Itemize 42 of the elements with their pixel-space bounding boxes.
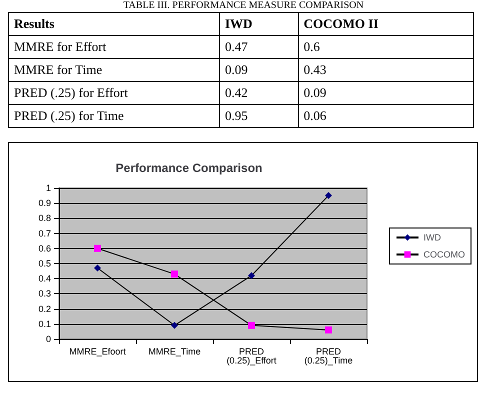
point — [248, 272, 255, 280]
y-tick-label: 0.6 — [38, 243, 51, 254]
y-tick-label: 0.5 — [38, 258, 51, 268]
text: COCOMO II — [298, 12, 474, 36]
y-tick-label: 0.1 — [38, 318, 51, 329]
category-label: MMRE for Time — [8, 58, 220, 82]
text: TABLE III. PERFORMANCE MEASURE COMPARISON — [122, 0, 365, 12]
point — [325, 326, 332, 334]
x-tick-label: MMRE_Time — [148, 346, 201, 356]
chart-title: Performance Comparison — [116, 161, 262, 175]
data-label: 0.47 — [220, 36, 298, 58]
point — [94, 244, 101, 252]
y-tick-label: 0.8 — [38, 213, 51, 224]
y-tick-label: 0.9 — [38, 198, 51, 208]
y-tick-label: 1 — [46, 183, 51, 193]
y-tick-label: 0.7 — [38, 228, 51, 238]
data-label: 0.6 — [298, 36, 474, 58]
text: IWD — [220, 12, 298, 36]
y-tick-label: 0.2 — [38, 304, 51, 314]
category-label: MMRE for Effort — [8, 36, 220, 58]
category-label: PRED (.25) for Time — [8, 104, 220, 128]
data-label: 0.43 — [298, 58, 474, 82]
data-label: 0.95 — [220, 104, 298, 128]
point — [94, 264, 101, 272]
data-label: 0.09 — [298, 82, 474, 104]
data-label: 0.42 — [220, 82, 298, 104]
y-tick-label: 0 — [46, 334, 51, 344]
point — [171, 270, 178, 278]
legend-label: IWD — [424, 232, 442, 242]
legend-label: COCOMO — [424, 250, 465, 260]
y-tick-label: 0.4 — [38, 274, 51, 284]
x-tick-label: MMRE_Efoort — [69, 346, 126, 356]
point — [171, 322, 178, 329]
data-label: 0.06 — [298, 104, 474, 128]
data-label: 0.09 — [220, 58, 298, 82]
x-tick-label: PRED (0.25)_Effort — [226, 346, 277, 366]
category-label: PRED (.25) for Effort — [8, 82, 220, 104]
y-tick-label: 0.3 — [38, 288, 51, 299]
x-tick-label: PRED (0.25)_Time — [304, 346, 353, 366]
text: Results — [8, 12, 220, 36]
point — [248, 322, 255, 329]
point — [325, 192, 332, 200]
